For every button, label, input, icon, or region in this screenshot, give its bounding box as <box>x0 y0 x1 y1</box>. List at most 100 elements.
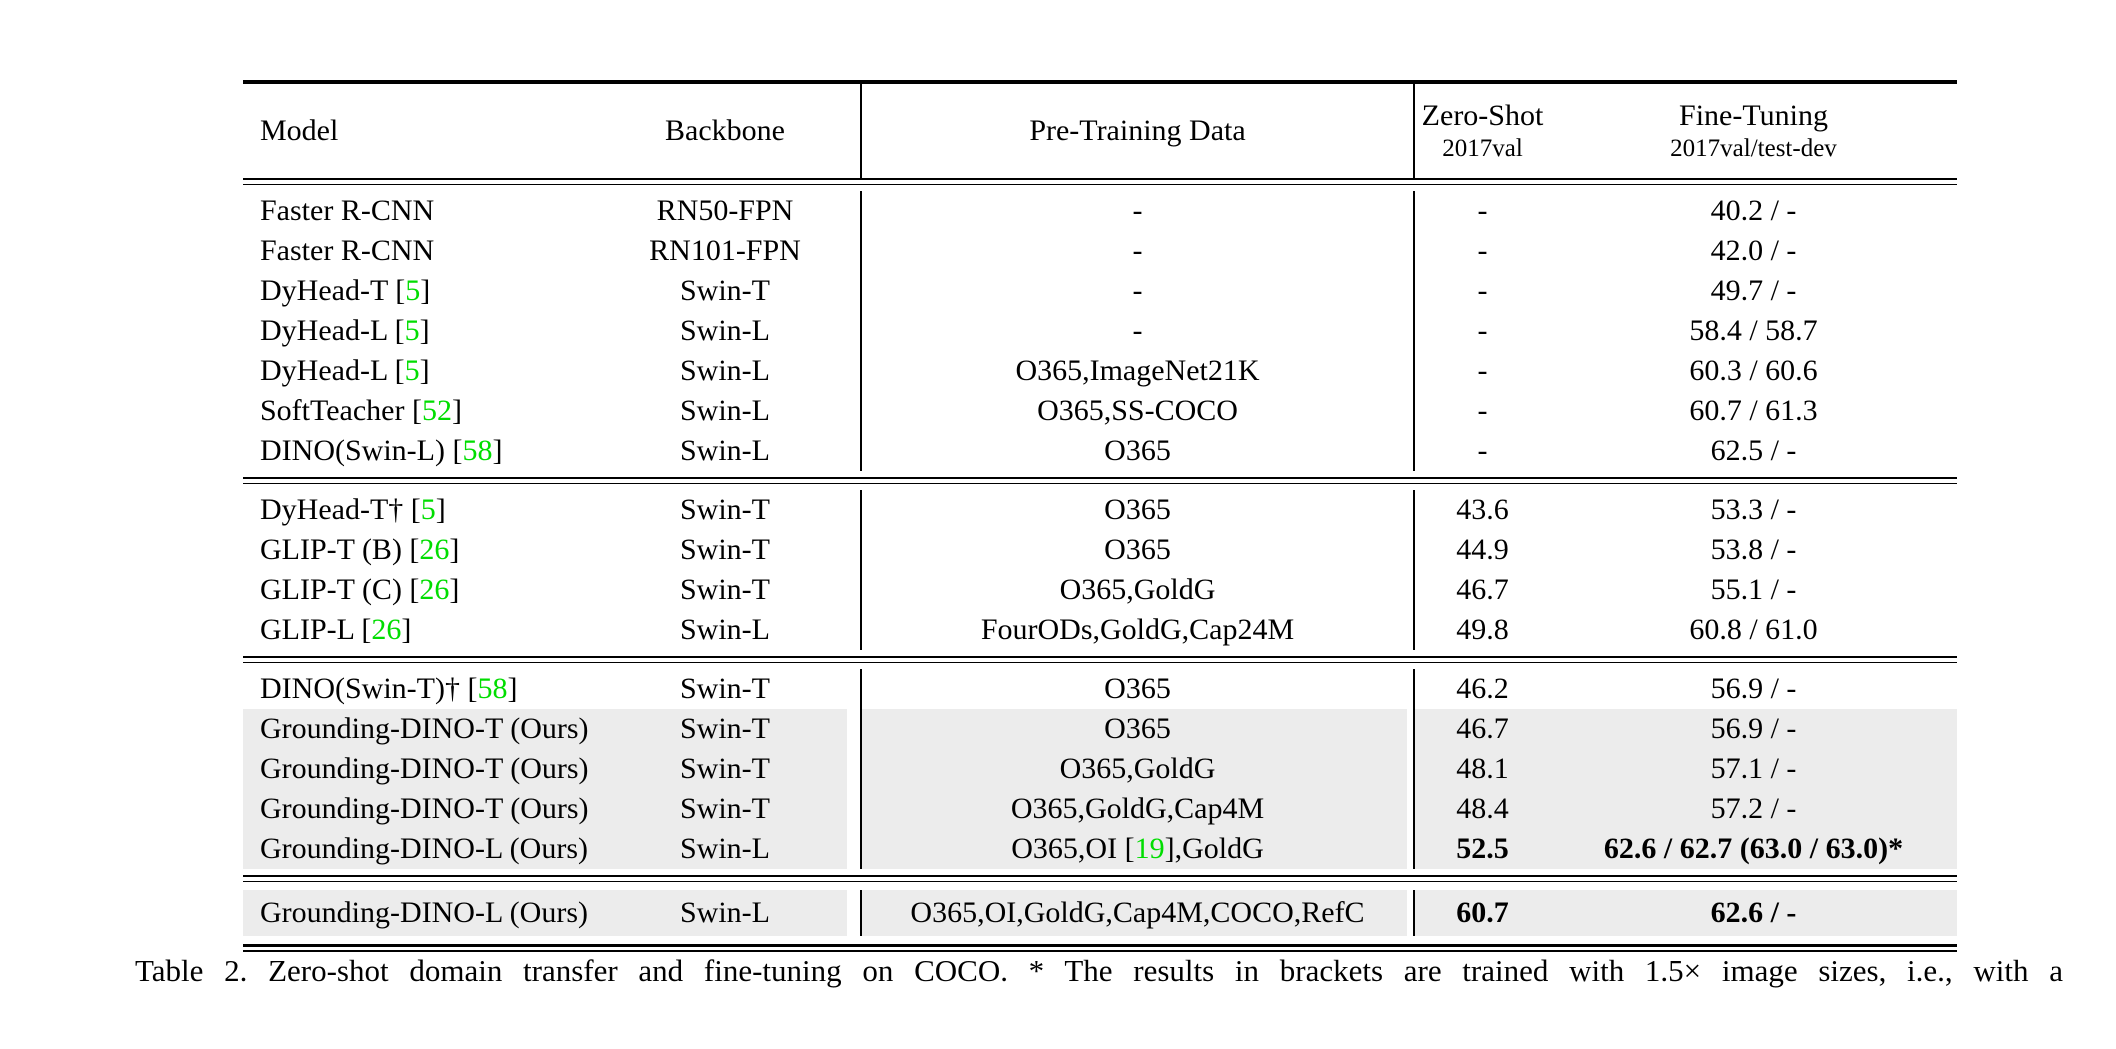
backbone-cell: Swin-T <box>590 749 860 789</box>
pretraining-data-cell: - <box>860 191 1415 231</box>
zero-shot-value-cell: 43.6 <box>1456 493 1509 526</box>
model-name-close: ] <box>435 493 446 526</box>
table-top-rule <box>243 80 1957 84</box>
pretraining-data: - <box>1132 274 1143 307</box>
model-name: DyHead-T† [ <box>260 493 421 526</box>
model-cell: DINO(Swin-T)† [58] <box>243 669 590 709</box>
backbone-cell: Swin-T <box>680 573 770 606</box>
model-name-close: ] <box>401 613 412 646</box>
model-name-close: ] <box>492 434 503 467</box>
model-cell: Grounding-DINO-L (Ours) <box>243 829 590 869</box>
model-name: SoftTeacher [ <box>260 394 422 427</box>
section-divider-rule <box>243 178 1957 185</box>
table-row: GLIP-T (C) [26] Swin-T O365,GoldG 46.7 5… <box>243 570 1957 610</box>
fine-tuning-value-cell: 62.6 / 62.7 (63.0 / 63.0)* <box>1550 829 1957 869</box>
zero-shot-value-cell: - <box>1477 354 1488 387</box>
zero-shot-value-cell: 48.1 <box>1415 749 1550 789</box>
citation-ref-link[interactable]: 5 <box>404 354 420 387</box>
zero-shot-value-cell: - <box>1477 194 1488 227</box>
zero-shot-value-cell: - <box>1477 394 1488 427</box>
table-row: DINO(Swin-L) [58] Swin-L O365 - 62.5 / - <box>243 431 1957 471</box>
model-cell: Grounding-DINO-L (Ours) <box>243 890 590 936</box>
pretraining-data-cell: - <box>860 271 1415 311</box>
table-row: GLIP-L [26] Swin-L FourODs,GoldG,Cap24M … <box>243 610 1957 650</box>
table-row: DyHead-T [5] Swin-T - - 49.7 / - <box>243 271 1957 311</box>
model-name: Grounding-DINO-T (Ours) <box>260 712 589 745</box>
pretraining-data: - <box>1132 234 1143 267</box>
model-name: GLIP-T (B) [ <box>260 533 420 566</box>
section-divider-rule <box>243 477 1957 484</box>
zero-shot-value-cell: 49.8 <box>1456 613 1509 646</box>
pretraining-data: O365 <box>1104 533 1171 566</box>
pretraining-data-cell: O365 <box>860 669 1415 709</box>
zero-shot-value-cell: 46.7 <box>1415 709 1550 749</box>
model-cell: DINO(Swin-L) [58] <box>243 431 590 471</box>
model-name: GLIP-L [ <box>260 613 372 646</box>
table-row: Grounding-DINO-T (Ours) Swin-T O365,Gold… <box>243 789 1957 829</box>
model-cell: SoftTeacher [52] <box>243 391 590 431</box>
fine-tuning-value-cell: 57.2 / - <box>1550 789 1957 829</box>
model-cell: Grounding-DINO-T (Ours) <box>243 709 590 749</box>
pretraining-data-cell: O365,GoldG,Cap4M <box>860 789 1415 829</box>
pretraining-data: O365 <box>1104 712 1171 745</box>
backbone-cell: Swin-L <box>680 314 770 347</box>
citation-ref-link[interactable]: 52 <box>421 394 452 427</box>
table-row: Grounding-DINO-L (Ours) Swin-L O365,OI,G… <box>243 890 1957 936</box>
header-model: Model <box>260 114 339 147</box>
citation-ref-link[interactable]: 58 <box>462 434 493 467</box>
zero-shot-value-cell: 48.4 <box>1415 789 1550 829</box>
model-cell: GLIP-T (B) [26] <box>243 530 590 570</box>
citation-ref-link[interactable]: 26 <box>419 533 450 566</box>
model-name-close: ] <box>419 354 430 387</box>
backbone-cell: Swin-L <box>590 890 860 936</box>
citation-ref-link[interactable]: 5 <box>420 493 436 526</box>
model-name-close: ] <box>420 274 431 307</box>
model-name: Faster R-CNN <box>260 194 435 227</box>
table-row: DyHead-T† [5] Swin-T O365 43.6 53.3 / - <box>243 490 1957 530</box>
pretraining-data-cell: O365 <box>860 709 1415 749</box>
citation-ref-link[interactable]: 5 <box>405 274 421 307</box>
pretraining-data: O365 <box>1104 672 1171 705</box>
fine-tuning-value-cell: 40.2 / - <box>1710 194 1797 227</box>
table-row: Faster R-CNN RN101-FPN - - 42.0 / - <box>243 231 1957 271</box>
citation-ref-link[interactable]: 58 <box>477 672 508 705</box>
model-name: DyHead-L [ <box>260 314 405 347</box>
pretraining-data: O365,GoldG,Cap4M <box>1010 792 1265 825</box>
model-name: Grounding-DINO-L (Ours) <box>260 896 588 929</box>
row-group-supervised-baselines: Faster R-CNN RN50-FPN - - 40.2 / - Faste… <box>243 185 1957 477</box>
table-header: Model Backbone Pre-Training Data Zero-Sh… <box>243 84 1957 178</box>
caption-line-1: Table 2. Zero-shot domain transfer and f… <box>135 953 2063 988</box>
model-name: Faster R-CNN <box>260 234 435 267</box>
section-divider-rule <box>243 875 1957 882</box>
backbone-cell: Swin-L <box>680 613 770 646</box>
zero-shot-value-cell: - <box>1477 314 1488 347</box>
pretraining-data: - <box>1132 194 1143 227</box>
fine-tuning-value-cell: 60.7 / 61.3 <box>1689 394 1818 427</box>
citation-ref-link[interactable]: 19 <box>1134 832 1165 865</box>
header-fine-tuning-title: Fine-Tuning <box>1679 99 1828 132</box>
zero-shot-value-cell: 46.2 <box>1456 672 1509 705</box>
citation-ref-link[interactable]: 26 <box>419 573 450 606</box>
citation-ref-link[interactable]: 26 <box>371 613 402 646</box>
model-cell: DyHead-L [5] <box>243 311 590 351</box>
pretraining-data: O365 <box>1104 434 1171 467</box>
backbone-cell: Swin-L <box>680 434 770 467</box>
fine-tuning-value-cell: 62.5 / - <box>1710 434 1797 467</box>
model-name-close: ] <box>451 394 462 427</box>
pretraining-data-cell: O365 <box>860 530 1415 570</box>
citation-ref-link[interactable]: 5 <box>404 314 420 347</box>
zero-shot-value-cell: - <box>1477 274 1488 307</box>
pretraining-data-cell: O365,GoldG <box>860 749 1415 789</box>
pretraining-data-cell: - <box>860 231 1415 271</box>
pretraining-data-cell: O365,ImageNet21K <box>860 351 1415 391</box>
header-zero-shot-subtitle: 2017val <box>1442 135 1523 162</box>
model-name: Grounding-DINO-T (Ours) <box>260 792 589 825</box>
fine-tuning-value-cell: 42.0 / - <box>1710 234 1797 267</box>
table-row: DyHead-L [5] Swin-L - - 58.4 / 58.7 <box>243 311 1957 351</box>
table-bottom-rule <box>243 944 1957 952</box>
backbone-cell: Swin-T <box>680 493 770 526</box>
pretraining-data-cell: - <box>860 311 1415 351</box>
fine-tuning-value-cell: 49.7 / - <box>1710 274 1797 307</box>
pretraining-data: O365 <box>1104 493 1171 526</box>
